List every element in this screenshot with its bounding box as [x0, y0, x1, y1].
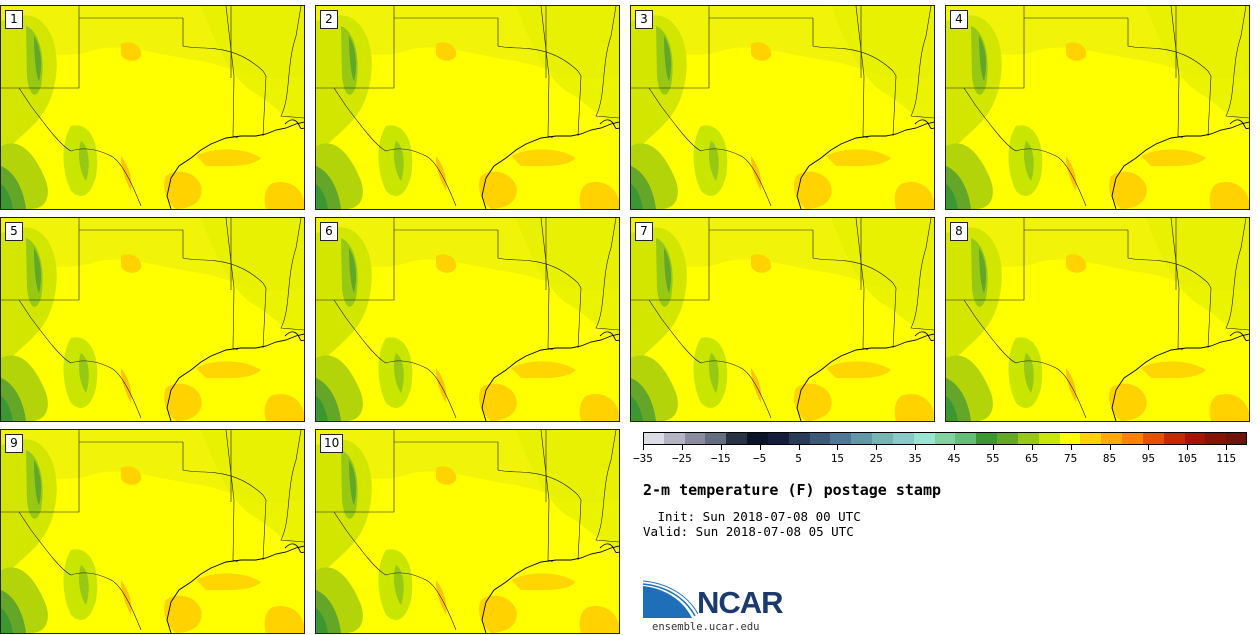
- colorbar-swatch: [809, 432, 831, 445]
- colorbar-tick-label: −15: [710, 452, 731, 465]
- ensemble-member-panel: 8: [945, 217, 1250, 422]
- colorbar-tick-label: 45: [947, 452, 961, 465]
- colorbar-tick-label: −5: [753, 452, 767, 465]
- init-time: Init: Sun 2018-07-08 00 UTC: [650, 509, 861, 524]
- colorbar-tick-label: 85: [1102, 452, 1117, 465]
- colorbar-swatch: [851, 432, 873, 445]
- ensemble-member-panel: 1: [0, 5, 305, 210]
- ensemble-member-panel: 5: [0, 217, 305, 422]
- colorbar-swatch: [934, 432, 956, 445]
- colorbar-swatch: [684, 432, 706, 445]
- colorbar-swatch: [788, 432, 811, 445]
- temperature-map: [316, 6, 619, 209]
- colorbar-tick: [992, 445, 994, 450]
- colorbar-swatch: [1101, 432, 1123, 445]
- colorbar-tick: [915, 445, 917, 450]
- colorbar-swatch: [1205, 432, 1227, 445]
- ensemble-member-panel: 3: [630, 5, 935, 210]
- colorbar-tick: [954, 445, 956, 450]
- colorbar-tick: [837, 445, 839, 450]
- temperature-map: [1, 430, 304, 633]
- colorbar-tick-label: 15: [830, 452, 845, 465]
- website-url: ensemble.ucar.edu: [652, 621, 760, 633]
- colorbar-tick: [759, 445, 761, 450]
- colorbar-tick-label: 65: [1025, 452, 1039, 465]
- colorbar-swatch: [1226, 432, 1248, 445]
- colorbar-tick-label: 5: [795, 452, 802, 465]
- colorbar-swatch: [747, 432, 769, 445]
- temperature-map: [316, 218, 619, 421]
- colorbar-tick: [643, 445, 644, 450]
- colorbar-swatch: [767, 432, 790, 445]
- member-number-label: 1: [5, 10, 23, 29]
- member-number-label: 4: [950, 10, 968, 29]
- colorbar-tick: [876, 445, 878, 450]
- colorbar-swatch: [1080, 432, 1102, 445]
- colorbar-tick-label: −25: [671, 452, 692, 465]
- temperature-map: [946, 6, 1249, 209]
- colorbar-tick-label: 105: [1177, 452, 1198, 465]
- ensemble-member-panel: 4: [945, 5, 1250, 210]
- colorbar-swatch: [1038, 432, 1061, 445]
- colorbar-tick-label: 115: [1216, 452, 1237, 465]
- colorbar-tick: [681, 445, 683, 450]
- colorbar-tick: [798, 445, 800, 450]
- ensemble-member-panel: 9: [0, 429, 305, 634]
- colorbar-tick-label: −35: [633, 452, 653, 465]
- member-number-label: 3: [635, 10, 653, 29]
- temperature-map: [1, 218, 304, 421]
- temperature-map: [316, 430, 619, 633]
- temperature-map: [631, 218, 934, 421]
- colorbar-tick: [1109, 445, 1111, 450]
- colorbar-tick: [1031, 445, 1033, 450]
- colorbar-tick: [1226, 445, 1228, 450]
- colorbar-swatch: [1163, 432, 1185, 445]
- colorbar-tick-label: 95: [1141, 452, 1156, 465]
- ensemble-member-panel: 6: [315, 217, 620, 422]
- colorbar-tick: [720, 445, 722, 450]
- colorbar-swatch: [1122, 432, 1144, 445]
- colorbar-swatch: [892, 432, 915, 445]
- colorbar-swatch: [872, 432, 894, 445]
- member-number-label: 6: [320, 222, 338, 241]
- member-number-label: 5: [5, 222, 23, 241]
- colorbar-swatch: [663, 432, 686, 445]
- colorbar-swatch: [1017, 432, 1040, 445]
- ensemble-member-panel: 10: [315, 429, 620, 634]
- colorbar-frame: [643, 432, 1247, 445]
- colorbar-swatch: [913, 432, 936, 445]
- ensemble-member-panel: 7: [630, 217, 935, 422]
- colorbar-swatch: [955, 432, 977, 445]
- member-number-label: 8: [950, 222, 968, 241]
- colorbar-swatch: [726, 432, 748, 445]
- member-number-label: 10: [320, 434, 344, 453]
- colorbar-tick: [1148, 445, 1150, 450]
- colorbar-tick-label: 75: [1064, 452, 1078, 465]
- colorbar-tick-label: 55: [986, 452, 1000, 465]
- colorbar-swatch: [997, 432, 1019, 445]
- valid-time: Valid: Sun 2018-07-08 05 UTC: [643, 524, 854, 539]
- colorbar-swatch: [643, 432, 665, 445]
- member-number-label: 9: [5, 434, 23, 453]
- colorbar-swatch: [830, 432, 852, 445]
- ensemble-member-panel: 2: [315, 5, 620, 210]
- temperature-map: [946, 218, 1249, 421]
- colorbar-swatch: [1184, 432, 1206, 445]
- temperature-map: [1, 6, 304, 209]
- ncar-logo: [642, 580, 699, 618]
- member-number-label: 2: [320, 10, 338, 29]
- colorbar-swatch: [705, 432, 727, 445]
- colorbar-tick-label: 25: [869, 452, 883, 465]
- ncar-logo-text: NCAR: [697, 585, 784, 620]
- colorbar-swatch: [976, 432, 998, 445]
- colorbar-tick-label: 35: [908, 452, 922, 465]
- plot-title: 2-m temperature (F) postage stamp: [643, 481, 942, 499]
- member-number-label: 7: [635, 222, 653, 241]
- colorbar-tick: [1070, 445, 1072, 450]
- colorbar-tick: [1187, 445, 1189, 450]
- temperature-map: [631, 6, 934, 209]
- colorbar-swatch: [1142, 432, 1165, 445]
- colorbar-swatch: [1059, 432, 1081, 445]
